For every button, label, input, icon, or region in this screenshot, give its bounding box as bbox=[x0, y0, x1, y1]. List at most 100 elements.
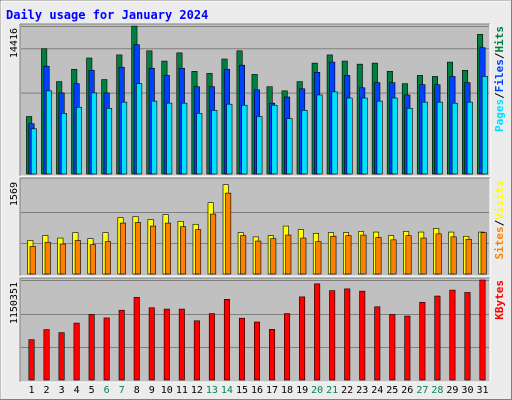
bar-sites-day-20 bbox=[315, 241, 322, 275]
bar-pages-day-9 bbox=[151, 100, 158, 175]
bar-sites-day-4 bbox=[74, 240, 81, 275]
bar-pages-day-21 bbox=[331, 91, 338, 175]
bar-pages-day-14 bbox=[226, 103, 233, 175]
legend-entry: Files bbox=[493, 59, 506, 92]
x-tick-label-day-4: 4 bbox=[74, 385, 80, 396]
bar-sites-day-1 bbox=[29, 246, 36, 275]
x-tick-label-day-22: 22 bbox=[341, 385, 353, 396]
bar-sites-day-14 bbox=[225, 192, 232, 275]
x-tick-label-day-28: 28 bbox=[431, 385, 443, 396]
bar-kbytes-day-3 bbox=[58, 332, 65, 381]
bar-sites-day-27 bbox=[420, 237, 427, 275]
bar-pages-day-5 bbox=[91, 92, 98, 175]
y-axis-max-label: 1569 bbox=[9, 182, 20, 206]
bar-pages-day-1 bbox=[30, 128, 37, 175]
x-tick-label-day-14: 14 bbox=[221, 385, 233, 396]
bar-sites-day-13 bbox=[210, 213, 217, 275]
bar-pages-day-7 bbox=[121, 101, 128, 175]
bar-sites-day-24 bbox=[375, 237, 382, 275]
y-axis-max-label: 14416 bbox=[9, 28, 20, 58]
bar-sites-day-26 bbox=[405, 235, 412, 275]
bar-pages-day-12 bbox=[196, 113, 203, 175]
x-tick-label-day-6: 6 bbox=[104, 385, 110, 396]
bar-sites-day-12 bbox=[195, 229, 202, 275]
bar-kbytes-day-15 bbox=[238, 317, 245, 381]
bar-kbytes-day-11 bbox=[178, 308, 185, 381]
x-tick-label-day-18: 18 bbox=[281, 385, 293, 396]
bar-sites-day-18 bbox=[285, 234, 292, 275]
x-tick-label-day-17: 17 bbox=[266, 385, 278, 396]
x-tick-label-day-16: 16 bbox=[251, 385, 263, 396]
panel-bottom: 1150351 KBytes bbox=[9, 277, 506, 383]
bar-pages-day-18 bbox=[286, 118, 293, 175]
bar-kbytes-day-27 bbox=[419, 301, 426, 381]
bar-pages-day-2 bbox=[45, 90, 52, 175]
bar-kbytes-day-2 bbox=[43, 329, 50, 381]
bar-kbytes-day-17 bbox=[269, 329, 276, 381]
bar-sites-day-3 bbox=[59, 243, 66, 275]
bar-sites-day-31 bbox=[480, 232, 487, 275]
bar-sites-day-21 bbox=[330, 235, 337, 275]
x-tick-label-day-30: 30 bbox=[461, 385, 473, 396]
bar-pages-day-29 bbox=[451, 102, 458, 175]
bar-kbytes-day-19 bbox=[299, 296, 306, 381]
graph-title: Daily usage for January 2024 bbox=[6, 8, 208, 22]
bar-kbytes-day-12 bbox=[193, 320, 200, 381]
x-tick-label-day-19: 19 bbox=[296, 385, 308, 396]
bar-sites-day-17 bbox=[270, 238, 277, 275]
bar-pages-day-15 bbox=[241, 104, 248, 175]
bar-kbytes-day-13 bbox=[208, 313, 215, 381]
legend-entry: / bbox=[493, 52, 506, 59]
bar-kbytes-day-6 bbox=[103, 317, 110, 381]
bar-kbytes-day-28 bbox=[434, 295, 441, 381]
bar-sites-day-10 bbox=[165, 222, 172, 275]
bar-sites-day-19 bbox=[300, 237, 307, 275]
bar-pages-day-10 bbox=[166, 102, 173, 175]
bar-sites-day-16 bbox=[255, 240, 262, 275]
bar-pages-day-24 bbox=[376, 100, 383, 175]
bar-sites-day-25 bbox=[390, 239, 397, 275]
x-tick-label-day-7: 7 bbox=[119, 385, 125, 396]
bar-pages-day-19 bbox=[301, 110, 308, 175]
bar-pages-day-17 bbox=[271, 104, 278, 175]
bar-kbytes-day-25 bbox=[389, 314, 396, 381]
bar-pages-day-20 bbox=[316, 94, 323, 175]
bar-pages-day-22 bbox=[346, 97, 353, 175]
bar-sites-day-8 bbox=[134, 222, 141, 275]
x-tick-label-day-13: 13 bbox=[206, 385, 218, 396]
x-axis-day-labels: 1 2 3 4 5 6 7 8 9 10 11 12 13 14 15 16 17 18 19 20 21 22 23 24 2… bbox=[29, 385, 489, 396]
x-tick-label-day-2: 2 bbox=[44, 385, 50, 396]
bar-sites-day-22 bbox=[345, 235, 352, 275]
bar-kbytes-day-10 bbox=[163, 308, 170, 381]
bar-pages-day-31 bbox=[481, 76, 488, 175]
bar-sites-day-30 bbox=[465, 238, 472, 275]
x-tick-label-day-25: 25 bbox=[386, 385, 398, 396]
x-tick-label-day-21: 21 bbox=[326, 385, 338, 396]
bar-sites-day-23 bbox=[360, 234, 367, 275]
bar-pages-day-28 bbox=[436, 101, 443, 175]
bar-pages-day-6 bbox=[106, 108, 113, 175]
bar-kbytes-day-20 bbox=[314, 283, 321, 381]
bar-kbytes-day-18 bbox=[284, 313, 291, 381]
bar-kbytes-day-14 bbox=[223, 299, 230, 381]
x-tick-label-day-5: 5 bbox=[89, 385, 95, 396]
bar-kbytes-day-21 bbox=[329, 290, 336, 381]
bar-pages-day-25 bbox=[391, 97, 398, 175]
bar-pages-day-13 bbox=[211, 110, 218, 175]
bar-kbytes-day-9 bbox=[148, 307, 155, 381]
legend-entry: Pages bbox=[493, 99, 506, 132]
bar-sites-day-11 bbox=[180, 226, 187, 275]
bar-kbytes-day-24 bbox=[374, 306, 381, 381]
legend-entry: / bbox=[493, 219, 506, 226]
panel-middle: 1569 Sites/Visits bbox=[9, 177, 506, 277]
x-tick-label-day-15: 15 bbox=[236, 385, 248, 396]
legend-entry: Visits bbox=[493, 180, 506, 220]
bar-kbytes-day-23 bbox=[359, 290, 366, 381]
bar-sites-day-9 bbox=[149, 225, 156, 275]
bar-sites-day-15 bbox=[240, 235, 247, 275]
x-tick-label-day-26: 26 bbox=[401, 385, 413, 396]
bar-kbytes-day-26 bbox=[404, 315, 411, 381]
bar-sites-day-2 bbox=[44, 241, 51, 275]
